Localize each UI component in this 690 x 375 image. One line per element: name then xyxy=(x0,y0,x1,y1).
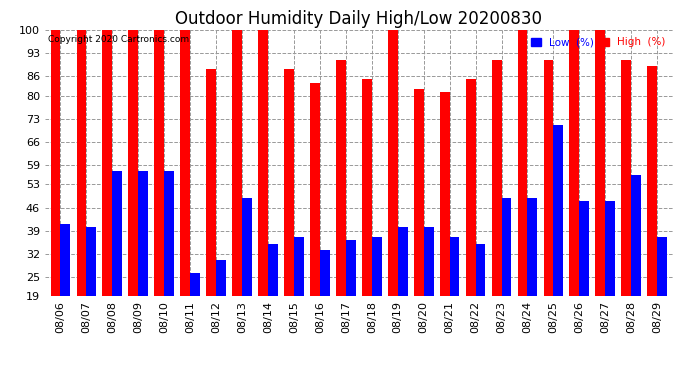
Bar xyxy=(424,227,433,296)
Bar xyxy=(657,237,667,296)
Bar xyxy=(346,240,355,296)
Bar xyxy=(190,273,200,296)
Bar xyxy=(206,69,216,296)
Bar xyxy=(475,244,486,296)
Bar xyxy=(232,30,242,296)
Bar xyxy=(336,60,346,296)
Bar xyxy=(518,30,527,296)
Bar xyxy=(258,30,268,296)
Bar xyxy=(320,250,330,296)
Bar xyxy=(180,30,190,296)
Bar xyxy=(450,237,460,296)
Bar xyxy=(112,171,122,296)
Bar xyxy=(216,260,226,296)
Bar xyxy=(388,30,397,296)
Bar xyxy=(397,227,408,296)
Bar xyxy=(77,30,86,296)
Title: Outdoor Humidity Daily High/Low 20200830: Outdoor Humidity Daily High/Low 20200830 xyxy=(175,10,542,28)
Bar xyxy=(527,198,538,296)
Bar xyxy=(492,60,502,296)
Bar xyxy=(310,82,320,296)
Bar xyxy=(294,237,304,296)
Bar xyxy=(61,224,70,296)
Bar xyxy=(595,30,605,296)
Bar xyxy=(569,30,580,296)
Bar xyxy=(647,66,657,296)
Bar xyxy=(155,30,164,296)
Bar xyxy=(268,244,278,296)
Bar xyxy=(622,60,631,296)
Bar xyxy=(164,171,174,296)
Bar xyxy=(102,30,112,296)
Bar xyxy=(138,171,148,296)
Bar xyxy=(414,89,424,296)
Bar xyxy=(50,30,61,296)
Bar xyxy=(128,30,138,296)
Bar xyxy=(86,227,96,296)
Bar xyxy=(362,79,372,296)
Bar xyxy=(544,60,553,296)
Bar xyxy=(631,175,641,296)
Bar xyxy=(553,125,563,296)
Bar xyxy=(242,198,252,296)
Bar xyxy=(284,69,294,296)
Bar xyxy=(605,201,615,296)
Bar xyxy=(502,198,511,296)
Bar xyxy=(466,79,475,296)
Legend: Low  (%), High  (%): Low (%), High (%) xyxy=(529,35,667,50)
Text: Copyright 2020 Cartronics.com: Copyright 2020 Cartronics.com xyxy=(48,35,189,44)
Bar xyxy=(440,93,450,296)
Bar xyxy=(372,237,382,296)
Bar xyxy=(580,201,589,296)
